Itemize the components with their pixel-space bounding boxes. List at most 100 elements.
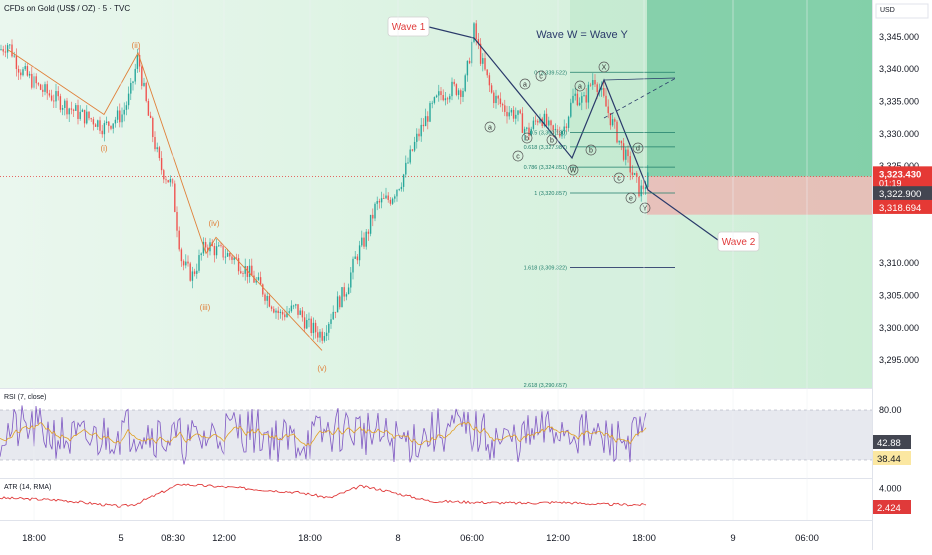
candle [490, 85, 493, 93]
candle [563, 126, 565, 131]
time-tick: 18:00 [22, 533, 46, 544]
candle [508, 112, 510, 117]
candle [17, 68, 20, 73]
candle [319, 331, 321, 338]
candle [11, 44, 13, 57]
atr-tick: 4.000 [879, 483, 902, 493]
wave1-label: Wave 1 [392, 22, 426, 33]
candle [299, 310, 301, 315]
candle [83, 109, 86, 124]
candle [512, 109, 515, 119]
candle [35, 76, 37, 84]
rsi-ma-tag [873, 451, 911, 465]
candle [301, 310, 304, 318]
candle [255, 279, 257, 283]
fib-label: 1.618 (3,309.322) [524, 266, 568, 272]
wave-sub-label: a [523, 82, 527, 89]
candle [453, 81, 455, 85]
candle [365, 231, 367, 247]
candle [154, 137, 156, 150]
candle [539, 118, 541, 123]
candle [341, 287, 343, 308]
candle [409, 149, 411, 163]
candle [367, 231, 370, 234]
candle [310, 318, 312, 334]
candle [75, 105, 77, 111]
wave-sub-label-circle [613, 172, 625, 184]
candle [174, 183, 176, 212]
candle [438, 91, 440, 96]
candle [121, 114, 123, 123]
candle [352, 258, 354, 273]
candle [457, 90, 460, 95]
candle [647, 172, 649, 188]
low-price-tag [873, 199, 932, 214]
symbol-header[interactable]: CFDs on Gold (US$ / OZ) · 5 · TVC [4, 4, 131, 13]
candle [125, 105, 128, 110]
candle [218, 245, 220, 247]
elliott-label: (iv) [208, 219, 219, 228]
candle [431, 102, 433, 104]
candle [248, 265, 251, 277]
rsi-value-tag [873, 435, 911, 449]
candle [176, 211, 178, 231]
candle [596, 84, 598, 93]
candle [550, 120, 552, 126]
candle [488, 75, 491, 86]
candle [37, 83, 40, 85]
candle [464, 75, 466, 92]
candle [611, 119, 614, 126]
wave-sub-label-circle [512, 150, 524, 162]
candle [235, 257, 238, 259]
candle [526, 127, 528, 129]
candle [354, 256, 356, 259]
fib-label: 2.618 (3,290.657) [524, 383, 568, 389]
candle [317, 332, 319, 338]
candle [6, 45, 9, 53]
candle [347, 287, 350, 295]
candle [633, 173, 636, 175]
candle [427, 116, 429, 122]
fib-label: 0.5 (3,330.190) [530, 131, 567, 137]
candle [286, 312, 288, 318]
price-tick: 3,305.000 [879, 291, 919, 301]
candle [499, 98, 502, 105]
candle [116, 110, 119, 120]
candle [411, 149, 414, 151]
wave-y-label-circle [639, 202, 651, 214]
price-tick: 3,325.000 [879, 161, 919, 171]
candle [642, 185, 645, 190]
candle [143, 82, 145, 86]
candle [466, 60, 469, 76]
last-price-tag [873, 166, 932, 189]
candle [81, 109, 84, 112]
rsi-title[interactable]: RSI (7, close) [4, 394, 47, 401]
candle [380, 198, 383, 203]
candle [279, 311, 282, 314]
candle [270, 306, 273, 309]
candle [242, 273, 244, 275]
candle [537, 120, 539, 123]
candle [350, 272, 352, 288]
candle [57, 91, 59, 97]
wave-sub-label: b [550, 138, 554, 145]
candle [493, 92, 495, 104]
wave-sub-label: e [629, 196, 633, 203]
candle [251, 265, 253, 276]
wave-x-label: X [602, 65, 607, 72]
candle [517, 110, 519, 115]
candle [13, 55, 15, 57]
candle [332, 311, 334, 320]
candle [570, 102, 572, 117]
candle [59, 96, 62, 110]
candle [147, 101, 150, 116]
candle [79, 111, 81, 119]
candle [110, 125, 112, 129]
candle [638, 176, 640, 197]
candle [215, 246, 218, 256]
candle [369, 214, 372, 234]
candle [171, 178, 174, 184]
time-tick: 06:00 [460, 533, 484, 544]
atr-title[interactable]: ATR (14, RMA) [4, 484, 52, 491]
